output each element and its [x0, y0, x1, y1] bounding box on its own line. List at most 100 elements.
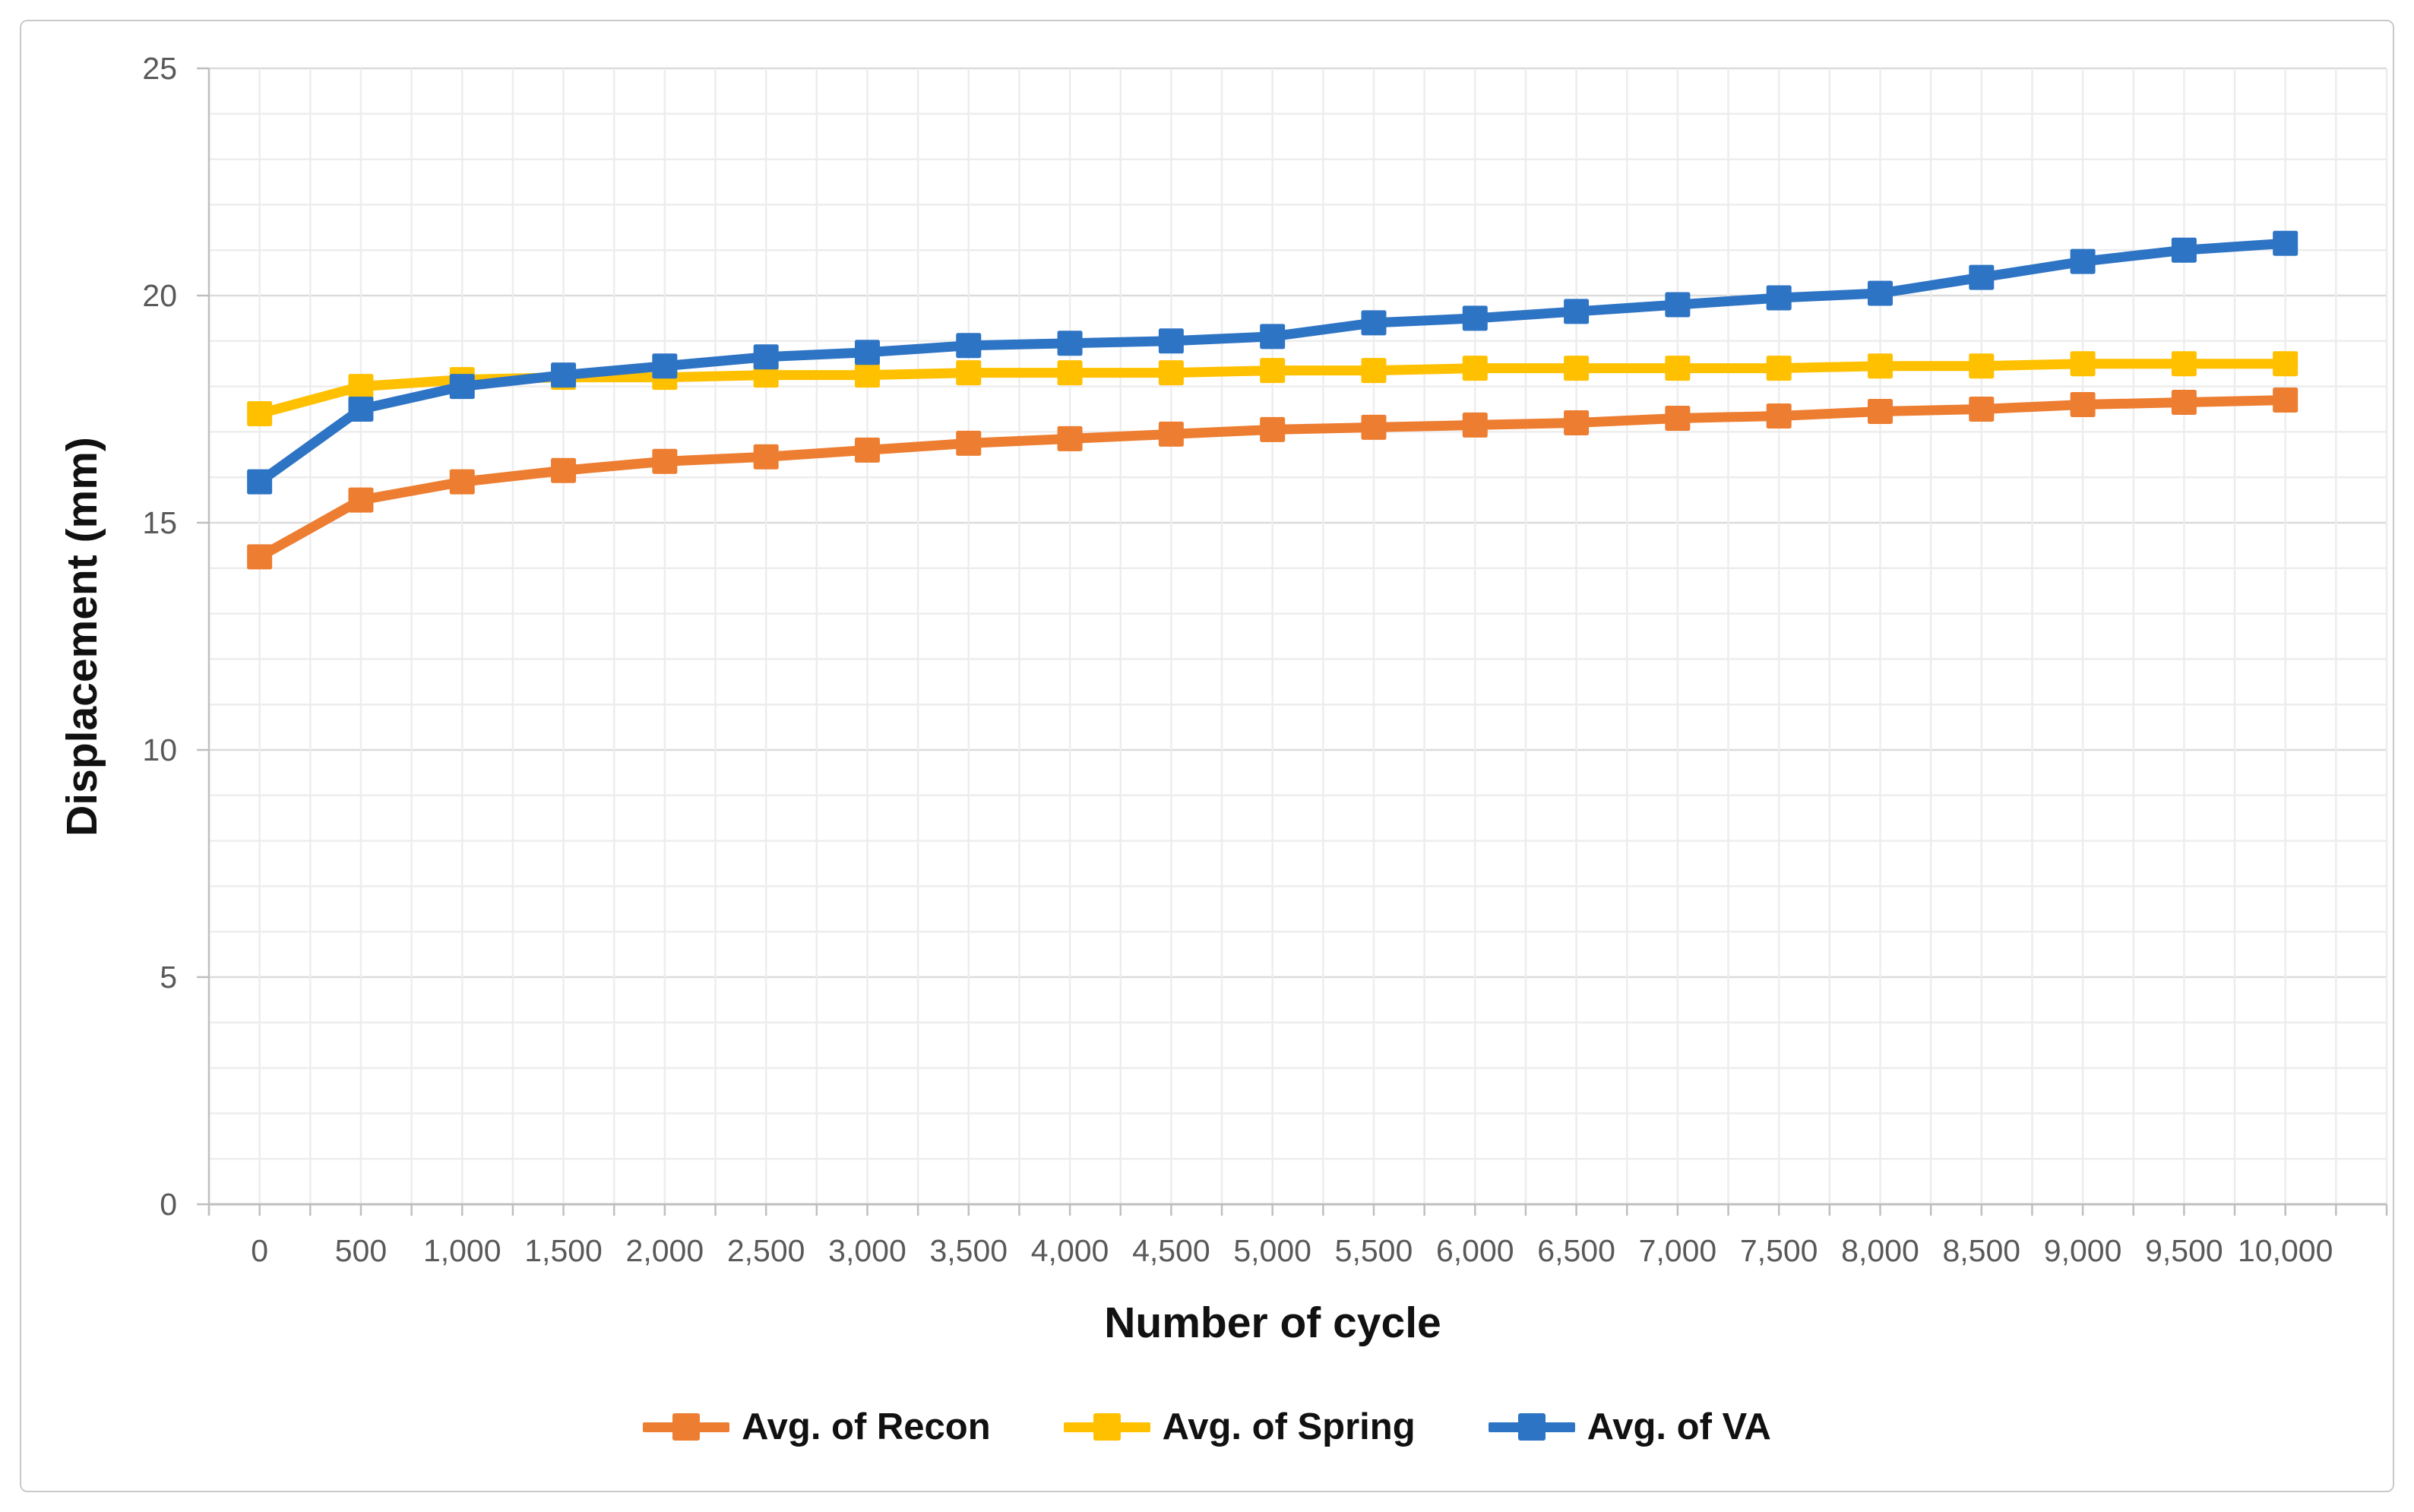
legend-item-avg-of-recon: Avg. of Recon [643, 1406, 991, 1448]
series-marker-avg-of-va [854, 340, 880, 365]
x-tick-label: 1,500 [524, 1233, 603, 1268]
x-tick-label: 4,500 [1132, 1233, 1210, 1268]
series-marker-avg-of-spring [1462, 356, 1488, 381]
series-marker-avg-of-spring [247, 400, 273, 426]
series-avg-of-recon [247, 387, 2299, 570]
series-marker-avg-of-recon [1665, 405, 1691, 431]
y-tick-label: 15 [142, 505, 177, 540]
series-marker-avg-of-spring [854, 362, 880, 388]
series-marker-avg-of-recon [1969, 397, 1995, 422]
series-marker-avg-of-va [1158, 328, 1184, 354]
x-tick-label: 2,500 [727, 1233, 805, 1268]
series-marker-avg-of-va [753, 344, 779, 370]
series-marker-avg-of-va [1969, 264, 1995, 290]
x-tick-label: 4,000 [1031, 1233, 1109, 1268]
series-marker-avg-of-recon [1361, 414, 1387, 440]
series-marker-avg-of-recon [956, 430, 982, 456]
x-tick-label: 9,500 [2145, 1233, 2223, 1268]
series-marker-avg-of-recon [348, 487, 374, 513]
x-tick-label: 5,500 [1335, 1233, 1413, 1268]
x-tick-label: 8,500 [1942, 1233, 2020, 1268]
x-tick-label: 0 [251, 1233, 268, 1268]
series-marker-avg-of-va [1766, 285, 1792, 311]
legend-item-avg-of-spring: Avg. of Spring [1063, 1406, 1416, 1448]
series-marker-avg-of-va [348, 397, 374, 422]
series-marker-avg-of-spring [1665, 356, 1691, 381]
x-tick-label: 500 [335, 1233, 387, 1268]
series-marker-avg-of-va [1057, 331, 1083, 356]
series-marker-avg-of-va [449, 374, 475, 400]
y-axis-title: Displacement (mm) [58, 437, 106, 837]
y-tick-label: 20 [142, 278, 177, 313]
series-marker-avg-of-recon [1057, 425, 1083, 451]
series-avg-of-va [247, 230, 2299, 495]
legend-label: Avg. of Recon [742, 1406, 991, 1447]
x-tick-label: 6,000 [1436, 1233, 1514, 1268]
axes [197, 67, 2388, 1216]
legend-item-avg-of-va: Avg. of VA [1488, 1406, 1771, 1448]
series-marker-avg-of-recon [247, 544, 273, 570]
series-marker-avg-of-va [956, 333, 982, 359]
series-marker-avg-of-spring [1867, 353, 1893, 379]
series-marker-avg-of-recon [2273, 387, 2299, 413]
series-marker-avg-of-spring [1158, 360, 1184, 386]
y-tick-label: 25 [142, 51, 177, 86]
series-marker-avg-of-recon [1564, 410, 1590, 435]
x-tick-label: 3,000 [828, 1233, 906, 1268]
series-marker-avg-of-va [2273, 230, 2299, 256]
series-marker-avg-of-spring [1361, 358, 1387, 384]
x-tick-label: 9,000 [2044, 1233, 2122, 1268]
series-marker-avg-of-spring [1766, 356, 1792, 381]
tick-labels: 0 5 10 15 20 25 0 500 1,000 1,500 2,000 2,500 3,000 3… [142, 51, 2333, 1268]
series-marker-avg-of-spring [1057, 360, 1083, 386]
x-tick-label: 1,000 [423, 1233, 501, 1268]
series-marker-avg-of-spring [2273, 351, 2299, 377]
series-marker-avg-of-recon [1766, 403, 1792, 429]
series-marker-avg-of-va [247, 469, 273, 495]
series-marker-avg-of-recon [449, 469, 475, 495]
y-tick-label: 10 [142, 732, 177, 767]
series-marker-avg-of-recon [2070, 392, 2096, 418]
gridlines [209, 67, 2388, 1204]
series-marker-avg-of-va [652, 353, 678, 379]
series-marker-avg-of-spring [1260, 358, 1286, 384]
series-marker-avg-of-va [1260, 324, 1286, 350]
series-marker-avg-of-spring [956, 360, 982, 386]
series-marker-avg-of-recon [551, 457, 577, 483]
series-marker-avg-of-recon [753, 444, 779, 470]
series-marker-avg-of-va [1462, 305, 1488, 331]
series-marker-avg-of-va [1665, 292, 1691, 318]
legend-label: Avg. of VA [1587, 1406, 1771, 1447]
legend-marker-icon [1488, 1411, 1575, 1443]
series-marker-avg-of-recon [1462, 412, 1488, 438]
x-tick-label: 7,500 [1740, 1233, 1818, 1268]
x-tick-label: 5,000 [1233, 1233, 1311, 1268]
series-marker-avg-of-recon [652, 448, 678, 474]
x-tick-label: 7,000 [1639, 1233, 1717, 1268]
series-marker-avg-of-recon [1260, 416, 1286, 442]
legend: Avg. of Recon Avg. of Spring Avg. of VA [0, 1389, 2414, 1465]
y-tick-label: 0 [160, 1187, 177, 1222]
series-marker-avg-of-spring [348, 374, 374, 400]
series-marker-avg-of-spring [1564, 356, 1590, 381]
series-marker-avg-of-recon [1158, 421, 1184, 447]
series-marker-avg-of-va [2070, 248, 2096, 274]
series-marker-avg-of-recon [2171, 390, 2197, 416]
legend-marker-icon [1063, 1411, 1150, 1443]
series-marker-avg-of-va [551, 362, 577, 388]
series-marker-avg-of-spring [1969, 353, 1995, 379]
y-tick-label: 5 [160, 960, 177, 995]
series-marker-avg-of-va [2171, 237, 2197, 263]
x-tick-label: 8,000 [1841, 1233, 1919, 1268]
series-marker-avg-of-spring [2070, 351, 2096, 377]
series-marker-avg-of-va [1867, 280, 1893, 306]
x-tick-label: 3,500 [929, 1233, 1008, 1268]
x-tick-label: 10,000 [2238, 1233, 2333, 1268]
series-marker-avg-of-va [1361, 310, 1387, 336]
series-marker-avg-of-va [1564, 299, 1590, 324]
x-tick-label: 2,000 [626, 1233, 704, 1268]
x-axis-title: Number of cycle [1104, 1298, 1441, 1347]
x-tick-label: 6,500 [1537, 1233, 1615, 1268]
